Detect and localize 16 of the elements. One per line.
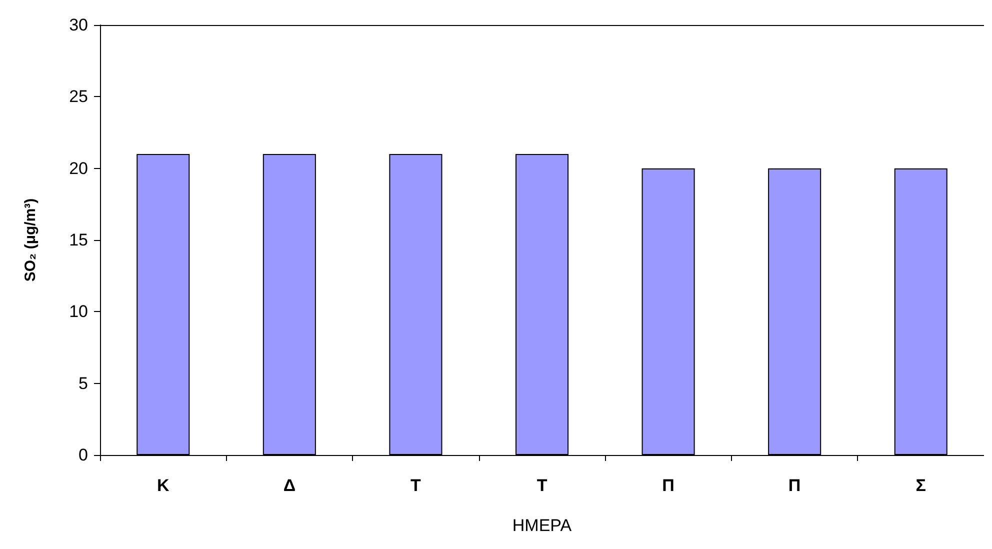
y-tick-label: 0 (78, 446, 88, 464)
x-tick-label: Π (788, 476, 801, 495)
x-tick-label: Π (662, 476, 674, 495)
x-tick-label: Δ (283, 476, 296, 495)
y-tick-label: 10 (69, 302, 88, 322)
x-tick-label: Σ (916, 476, 926, 495)
y-axis-title: SO₂ (μg/m³) (22, 198, 39, 282)
x-axis-title: ΗΜΕΡΑ (512, 516, 572, 535)
x-tick-label: Τ (536, 476, 548, 495)
x-tick-label: Τ (410, 476, 422, 495)
y-tick-label: 5 (78, 374, 88, 393)
y-tick-label: 30 (69, 16, 88, 34)
y-tick-label: 15 (69, 230, 88, 250)
x-tick-label: Κ (157, 476, 170, 495)
y-tick-label: 25 (69, 87, 88, 106)
y-tick-label: 20 (69, 158, 88, 178)
